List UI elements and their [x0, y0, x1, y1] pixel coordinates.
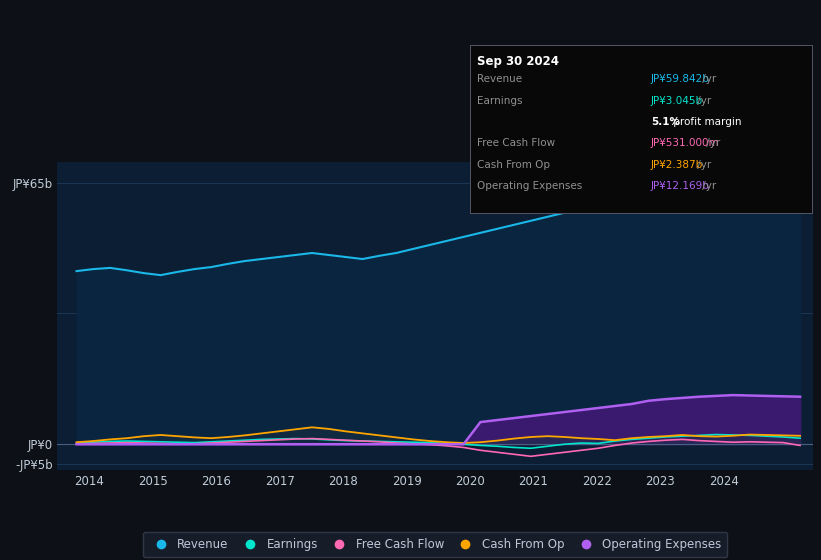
Text: profit margin: profit margin: [670, 117, 741, 127]
Legend: Revenue, Earnings, Free Cash Flow, Cash From Op, Operating Expenses: Revenue, Earnings, Free Cash Flow, Cash …: [143, 532, 727, 557]
Text: Free Cash Flow: Free Cash Flow: [477, 138, 555, 148]
Text: /yr: /yr: [694, 96, 711, 106]
Text: /yr: /yr: [694, 160, 711, 170]
Text: JP¥59.842b: JP¥59.842b: [651, 74, 710, 85]
Text: JP¥2.387b: JP¥2.387b: [651, 160, 704, 170]
Text: Operating Expenses: Operating Expenses: [477, 181, 582, 191]
Text: Sep 30 2024: Sep 30 2024: [477, 55, 559, 68]
Text: /yr: /yr: [704, 138, 721, 148]
Text: 5.1%: 5.1%: [651, 117, 680, 127]
Text: Cash From Op: Cash From Op: [477, 160, 550, 170]
Text: JP¥12.169b: JP¥12.169b: [651, 181, 710, 191]
Text: Earnings: Earnings: [477, 96, 522, 106]
Text: /yr: /yr: [699, 74, 716, 85]
Text: JP¥531.000m: JP¥531.000m: [651, 138, 720, 148]
Text: /yr: /yr: [699, 181, 716, 191]
Text: Revenue: Revenue: [477, 74, 522, 85]
Text: JP¥3.045b: JP¥3.045b: [651, 96, 703, 106]
